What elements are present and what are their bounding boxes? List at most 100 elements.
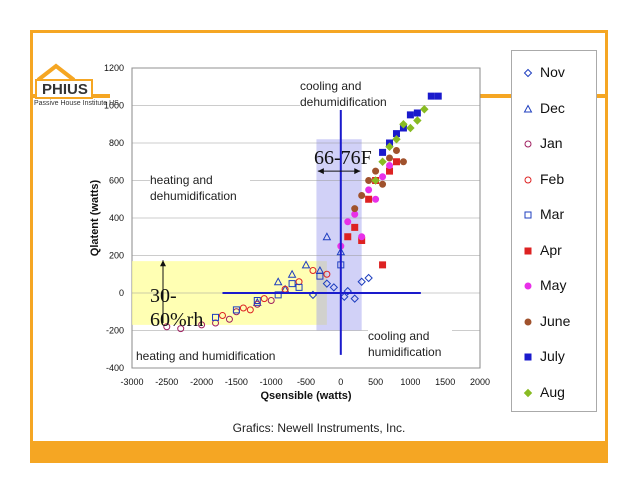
y-tick-label: 1000 [104,101,124,111]
data-point-jan [163,323,171,331]
y-tick-label: 200 [109,251,124,261]
data-point-apr [365,195,373,203]
data-point-july [413,109,421,117]
data-point-june [358,192,366,199]
x-tick-label: 1000 [400,377,420,387]
data-point-feb [323,270,331,278]
data-point-july [427,92,435,100]
data-point-aug [399,120,408,129]
x-tick-label: -1500 [225,377,248,387]
legend-marker-icon [524,140,532,148]
legend-label: Feb [540,170,565,187]
x-axis-label: Qsensible (watts) [260,390,351,402]
x-tick-label: -2000 [190,377,213,387]
legend-marker-apr [524,247,532,254]
x-tick-label: 500 [368,377,383,387]
legend-marker-icon [524,353,532,361]
x-tick-label: 1500 [435,377,455,387]
legend-label: Aug [540,383,565,400]
data-point-apr [351,223,359,231]
data-point-nov [364,273,373,283]
legend-marker-icon [524,282,532,290]
chart-legend: Nov Dec Jan Feb Mar Apr May June July Aug [511,50,597,412]
data-point-nov [329,283,339,292]
data-point-nov [343,286,352,296]
data-point-mar [232,306,240,314]
data-point-aug [413,116,422,125]
figure-caption: Grafics: Newell Instruments, Inc. [232,421,406,435]
header-rule-right [398,94,608,98]
data-point-june [399,158,407,166]
logo-wordmark: PHIUS [42,81,88,98]
arrowhead-left-icon [317,168,324,175]
legend-label: June [540,312,571,329]
data-point-apr [344,233,352,241]
legend-marker-feb [524,176,532,183]
data-point-june [379,180,387,188]
data-point-feb [260,295,268,303]
data-point-july [434,92,442,100]
data-point-mar [295,283,303,291]
data-point-apr [392,158,400,166]
legend-label: May [540,277,567,293]
legend-item-dec: Dec [512,99,596,119]
arrowhead-right-icon [354,168,361,175]
data-point-nov [340,292,349,301]
y-tick-label: 1200 [104,63,124,73]
data-point-june [372,167,380,175]
data-point-may [358,233,366,241]
data-point-aug [378,157,387,166]
annotation-cooling-hum: cooling and humidification [368,328,452,360]
data-point-jan [198,321,206,329]
y-tick-label: 600 [109,176,124,186]
legend-item-may: May [512,276,596,296]
data-point-aug [385,142,394,151]
data-point-mar [274,291,282,299]
data-point-apr [386,167,394,175]
phius-logo: PHIUS Passive House Institute US [34,62,119,112]
data-point-june [386,154,394,162]
annotation-heating-dehum: heating and dehumidification [150,172,250,204]
footer-bar [30,441,608,463]
annotation-cooling-dehum: cooling and dehumidification [300,78,400,110]
data-point-june [365,177,373,184]
legend-marker-icon [524,247,532,254]
y-tick-label: 400 [109,213,124,223]
data-point-may [372,195,380,203]
data-point-mar [288,280,296,288]
legend-marker-icon [524,318,532,325]
data-point-june [392,147,400,154]
legend-marker-icon [523,103,533,112]
y-tick-label: 0 [119,288,124,298]
data-point-may [351,210,359,218]
temp-band-label: 66-76F [314,147,372,169]
data-point-may [386,162,394,169]
legend-marker-icon [523,388,533,397]
legend-marker-icon [524,176,532,183]
legend-marker-nov [523,68,533,78]
data-point-feb [218,312,226,319]
x-tick-label: -3000 [120,377,143,387]
data-point-feb [246,306,254,314]
data-point-nov [350,294,359,303]
legend-item-nov: Nov [512,63,596,83]
data-point-nov [357,277,366,286]
legend-marker-jan [524,140,532,148]
data-point-mar [212,313,220,321]
annotation-heating-hum: heating and humidification [136,348,296,364]
data-point-nov [322,279,332,288]
legend-label: Nov [540,64,565,80]
data-point-aug [392,135,401,144]
x-tick-label: -500 [297,377,315,387]
legend-marker-june [524,318,532,325]
house-icon: PHIUS [35,63,93,99]
data-point-june [351,205,359,213]
data-point-aug [406,123,415,133]
legend-item-feb: Feb [512,170,596,190]
legend-label: Apr [540,241,562,258]
legend-item-aug: Aug [512,383,596,403]
legend-marker-mar [524,211,532,219]
legend-item-june: June [512,312,596,332]
x-tick-label: -2500 [155,377,178,387]
data-point-dec [322,232,332,241]
